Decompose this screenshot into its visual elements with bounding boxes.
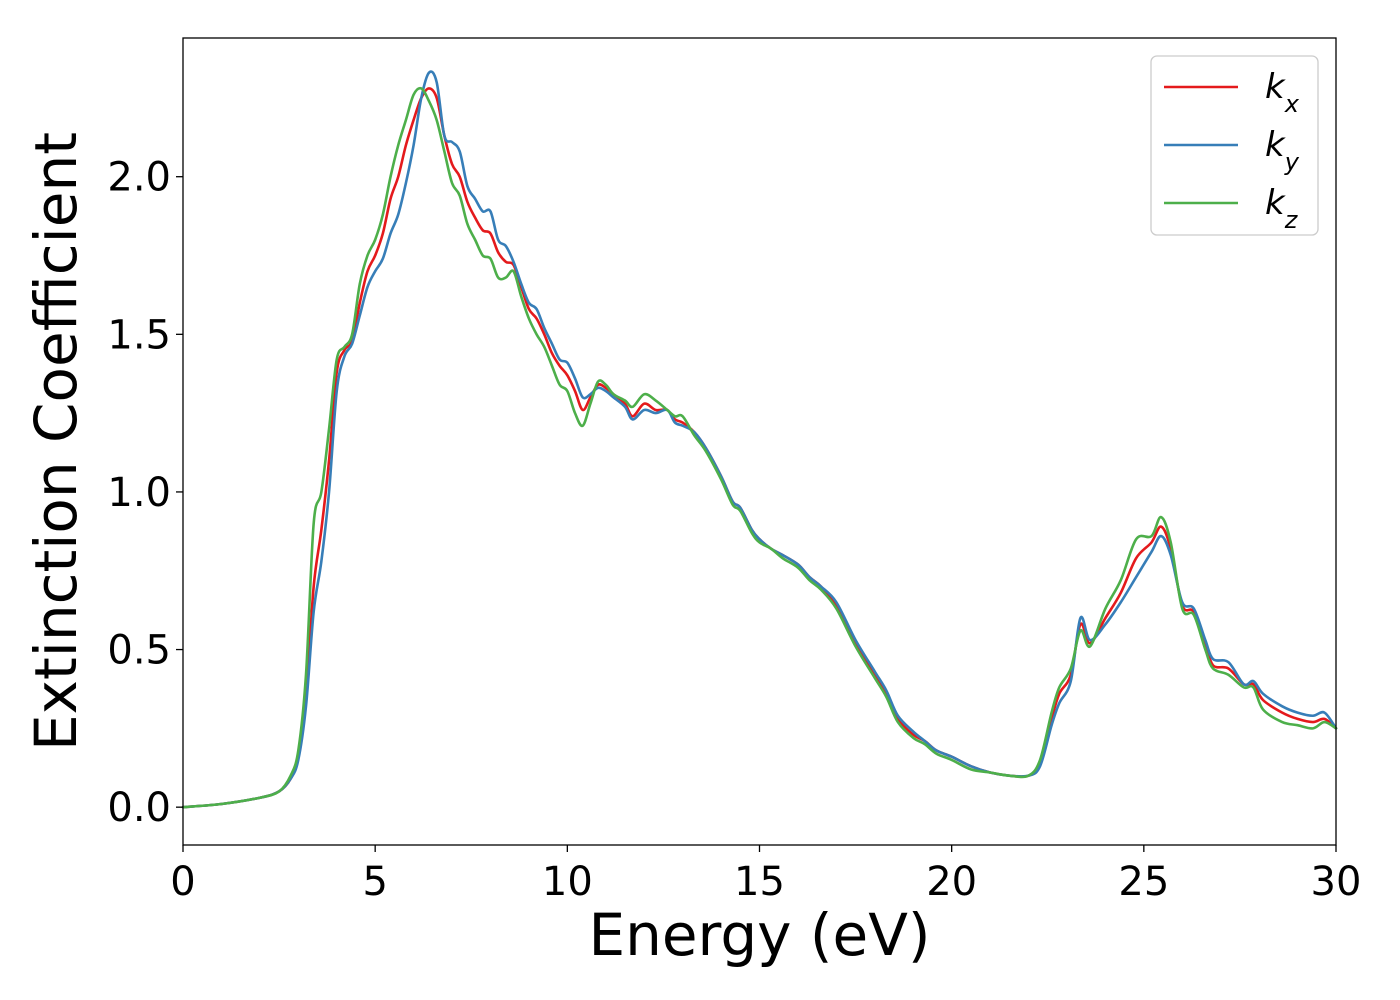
y-tick-label: 0.0 xyxy=(107,785,171,831)
x-tick-label: 0 xyxy=(170,859,195,905)
x-tick-label: 5 xyxy=(362,859,387,905)
x-tick-label: 20 xyxy=(926,859,977,905)
series-layer xyxy=(181,70,1338,809)
y-tick-label: 1.5 xyxy=(107,312,171,358)
legend: kx ky kz xyxy=(1150,55,1319,236)
series-line-k-z xyxy=(181,86,1338,809)
y-tick-label: 1.0 xyxy=(107,470,171,516)
x-tick-label: 30 xyxy=(1311,859,1362,905)
y-axis-ticks: 0.0 0.5 1.0 1.5 2.0 xyxy=(107,155,183,831)
y-tick-label: 2.0 xyxy=(107,155,171,201)
legend-label: kz xyxy=(1265,183,1299,234)
plot-area xyxy=(183,38,1336,845)
legend-item-k-x: kx xyxy=(1164,67,1300,118)
x-tick-label: 15 xyxy=(734,859,785,905)
x-tick-label: 10 xyxy=(542,859,593,905)
legend-label: kx xyxy=(1265,67,1300,118)
x-axis-title: Energy (eV) xyxy=(588,901,930,969)
x-axis-ticks: 0 5 10 15 20 25 30 xyxy=(170,845,1361,905)
legend-label: ky xyxy=(1265,125,1300,176)
legend-item-k-z: kz xyxy=(1164,183,1299,234)
legend-item-k-y: ky xyxy=(1164,125,1300,176)
y-tick-label: 0.5 xyxy=(107,628,171,674)
y-axis-title: Extinction Coefficient xyxy=(22,132,90,751)
x-tick-label: 25 xyxy=(1118,859,1169,905)
